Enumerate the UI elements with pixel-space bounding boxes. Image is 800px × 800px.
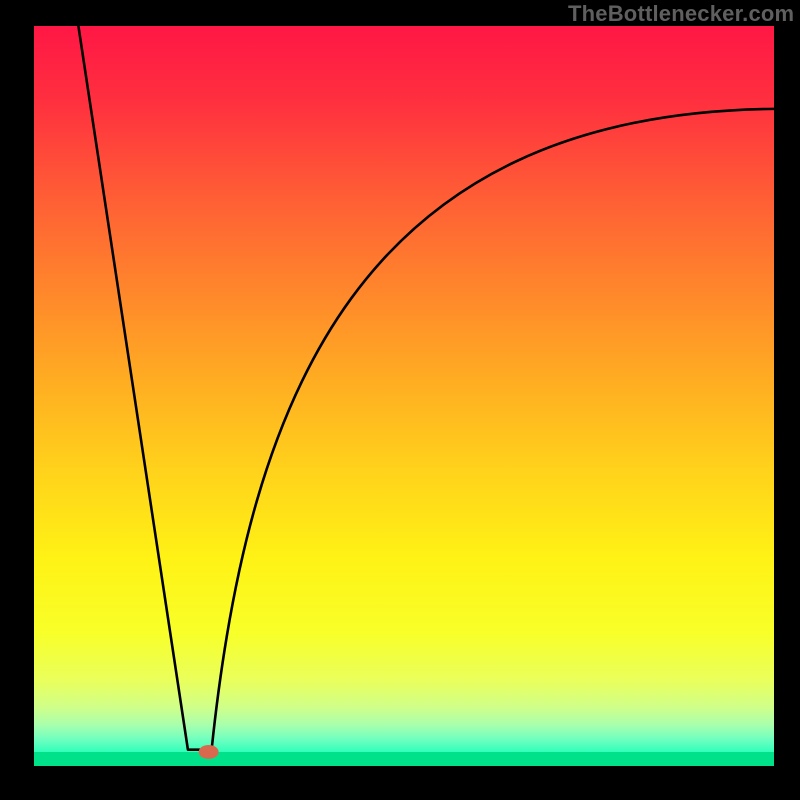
plot-svg: [34, 26, 774, 766]
bottom-green-band: [34, 752, 774, 766]
watermark-text: TheBottlenecker.com: [568, 1, 794, 27]
chart-frame: TheBottlenecker.com: [0, 0, 800, 800]
optimum-marker: [199, 745, 219, 759]
plot-area: [34, 26, 774, 766]
gradient-background: [34, 26, 774, 766]
